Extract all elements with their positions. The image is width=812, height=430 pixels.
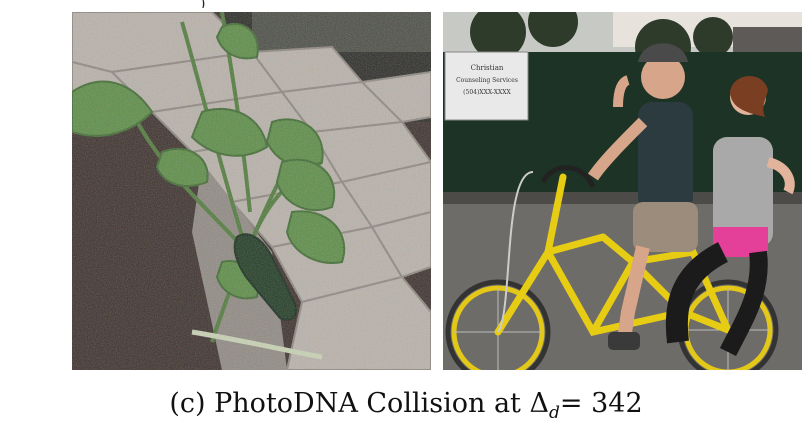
right-photo-tandem-bicycle: Christian Counseling Services (504)XXX-X… bbox=[443, 12, 802, 370]
caption-delta-subscript: d bbox=[548, 403, 560, 423]
sign-line-1: Christian bbox=[471, 64, 504, 72]
rider-man bbox=[588, 43, 698, 350]
caption-value: 342 bbox=[591, 388, 643, 419]
rider-woman bbox=[665, 75, 795, 357]
right-photo-illustration: Christian Counseling Services (504)XXX-X… bbox=[443, 12, 802, 370]
left-photo-zucchini-plant bbox=[72, 12, 431, 370]
panel-label-fragment: ) bbox=[200, 0, 206, 8]
sign-line-2: Counseling Services bbox=[456, 77, 518, 84]
caption-prefix: (c) PhotoDNA Collision at bbox=[169, 388, 530, 419]
caption-equals: = bbox=[559, 388, 592, 419]
caption-delta-symbol: Δ bbox=[529, 388, 549, 419]
sign-line-3: (504)XXX-XXXX bbox=[463, 89, 511, 96]
left-photo-illustration bbox=[72, 12, 431, 370]
figure-caption: (c) PhotoDNA Collision at Δd= 342 bbox=[0, 388, 812, 423]
counseling-sign: Christian Counseling Services (504)XXX-X… bbox=[444, 51, 529, 121]
